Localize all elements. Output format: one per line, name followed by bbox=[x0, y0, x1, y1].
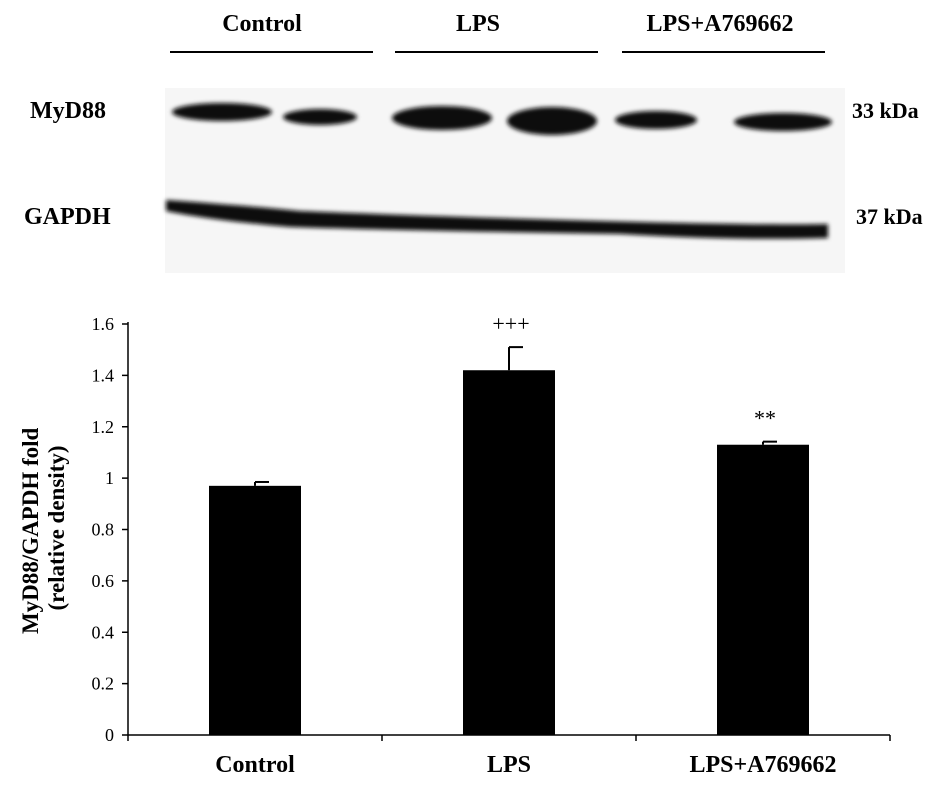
bar bbox=[463, 370, 555, 735]
y-axis-label: MyD88/GAPDH fold (relative density) bbox=[18, 422, 69, 634]
blot-size-label-gapdh: 37 kDa bbox=[856, 204, 923, 229]
bar bbox=[717, 444, 809, 735]
blot-group-label-control: Control bbox=[222, 11, 302, 37]
blot-band bbox=[507, 107, 597, 135]
bar-series bbox=[209, 370, 809, 735]
significance-annotations: +++ ** bbox=[492, 311, 776, 431]
y-tick-label: 1.2 bbox=[92, 417, 115, 437]
blot-protein-label-gapdh: GAPDH bbox=[24, 204, 111, 230]
blot-band bbox=[734, 113, 832, 131]
bar-chart: 0 0.2 0.4 0.6 0.8 1 1.2 1.4 1.6 +++ ** Control LPS… bbox=[18, 311, 891, 778]
x-axis-ticks bbox=[127, 735, 891, 741]
y-tick-label: 0.2 bbox=[92, 674, 115, 694]
y-tick-label: 0.6 bbox=[92, 571, 115, 591]
blot-group-label-lps: LPS bbox=[456, 11, 500, 37]
y-tick-label: 1 bbox=[105, 468, 114, 488]
significance-annotation: +++ bbox=[492, 311, 529, 336]
blot-band bbox=[615, 111, 697, 129]
blot-size-label-myd88: 33 kDa bbox=[852, 98, 919, 123]
y-axis-label-line-1: MyD88/GAPDH fold bbox=[18, 427, 43, 634]
blot-band bbox=[392, 106, 492, 130]
y-tick-label: 1.6 bbox=[92, 314, 115, 334]
y-tick-label: 0.8 bbox=[92, 520, 115, 540]
x-category-label: LPS bbox=[487, 752, 531, 778]
y-tick-label: 0 bbox=[105, 725, 114, 745]
blot-protein-label-myd88: MyD88 bbox=[30, 98, 106, 124]
blot-band bbox=[166, 200, 828, 239]
blot-membrane bbox=[165, 88, 845, 273]
blot-band bbox=[283, 109, 357, 125]
bar bbox=[209, 485, 301, 735]
y-tick-label: 0.4 bbox=[92, 622, 115, 642]
blot-band bbox=[172, 103, 272, 121]
blot-group-label-lps-a769662: LPS+A769662 bbox=[646, 11, 793, 37]
x-axis-category-labels: Control LPS LPS+A769662 bbox=[215, 752, 836, 778]
blot-band-row-gapdh bbox=[166, 200, 828, 239]
x-category-label: LPS+A769662 bbox=[689, 752, 836, 778]
y-axis-ticks: 0 0.2 0.4 0.6 0.8 1 1.2 1.4 1.6 bbox=[92, 314, 128, 745]
significance-annotation: ** bbox=[754, 406, 776, 431]
western-blot-panel: Control LPS LPS+A769662 MyD88 GAPDH 33 k… bbox=[24, 11, 923, 273]
x-category-label: Control bbox=[215, 752, 295, 778]
blot-band-row-myd88 bbox=[172, 103, 832, 135]
error-bars bbox=[254, 346, 777, 486]
y-axis-label-line-2: (relative density) bbox=[44, 445, 69, 610]
y-tick-label: 1.4 bbox=[92, 365, 115, 385]
